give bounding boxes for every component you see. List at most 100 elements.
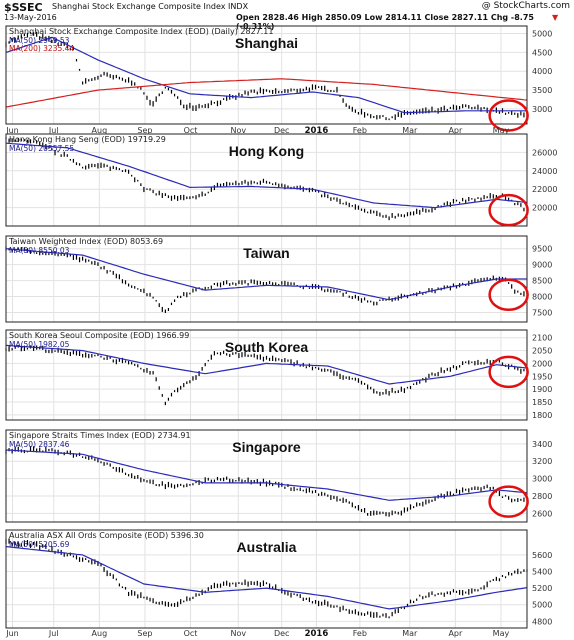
- y-tick-label: 1900: [532, 385, 552, 394]
- symbol-source: Shanghai Stock Exchange Composite Index …: [52, 2, 249, 11]
- ma50-line: [5, 449, 528, 501]
- x-tick-label: May: [493, 126, 510, 135]
- panel-shanghai: Shanghai Stock Exchange Composite Index …: [5, 25, 552, 132]
- ma50-label: MA(50) 8550.03: [9, 246, 70, 255]
- panel-frame: [5, 429, 528, 523]
- x-tick-label: Sep: [137, 629, 152, 638]
- ma50-label: MA(50) 2949.53: [9, 36, 70, 45]
- x-tick-label: Aug: [92, 126, 108, 135]
- x-tick-label: Aug: [92, 629, 108, 638]
- y-tick-label: 3000: [532, 475, 552, 484]
- symbol-label: $SSEC: [4, 1, 43, 14]
- x-tick-label: Jun: [5, 629, 19, 638]
- ma50-label: MA(50) 5205.69: [9, 540, 70, 549]
- highlight-circle: [488, 99, 529, 132]
- panel-frame: [5, 529, 528, 629]
- panel-hong-kong: Hong Kong Hang Seng (EOD) 19719.29MA(50)…: [5, 133, 557, 227]
- y-tick-label: 1950: [532, 372, 552, 381]
- x-tick-label: Jul: [48, 629, 59, 638]
- y-tick-label: 4800: [532, 617, 552, 626]
- x-tick-label: Jun: [5, 126, 19, 135]
- ma50-label: MA(50) 20557.55: [9, 144, 74, 153]
- y-tick-label: 20000: [532, 204, 557, 213]
- y-tick-label: 8500: [532, 277, 552, 286]
- country-label: Hong Kong: [229, 143, 304, 159]
- x-tick-label: Dec: [274, 629, 289, 638]
- y-tick-label: 4000: [532, 67, 552, 76]
- y-tick-label: 9000: [532, 261, 552, 270]
- country-label: Shanghai: [235, 35, 298, 51]
- x-axis: Jun Jul Aug Sep Oct Nov Dec 2016 Feb Mar Apr May Jun…: [5, 126, 509, 639]
- ma50-line: [5, 36, 527, 114]
- ma50-label: MA(50) 1982.05: [9, 340, 70, 349]
- x-tick-label: Apr: [448, 629, 463, 638]
- y-tick-label: 4500: [532, 48, 552, 57]
- highlight-circle: [488, 193, 529, 227]
- y-tick-label: 5200: [532, 584, 552, 593]
- y-tick-label: 2600: [532, 509, 552, 518]
- panel-south-korea: South Korea Seoul Composite (EOD) 1966.9…: [5, 329, 552, 421]
- x-tick-label: Oct: [184, 126, 198, 135]
- y-tick-label: 26000: [532, 148, 557, 157]
- x-tick-label: Oct: [184, 629, 198, 638]
- y-tick-label: 22000: [532, 185, 557, 194]
- y-tick-label: 3400: [532, 440, 552, 449]
- chg-down-icon: ▼: [552, 13, 559, 22]
- x-tick-label: Nov: [230, 629, 246, 638]
- y-tick-label: 5400: [532, 568, 552, 577]
- y-tick-label: 1800: [532, 411, 552, 420]
- y-tick-label: 24000: [532, 167, 557, 176]
- ma200-label: MA(200) 3235.44: [9, 44, 74, 53]
- x-tick-label: Feb: [353, 629, 367, 638]
- y-tick-label: 2000: [532, 359, 552, 368]
- highlight-circle: [488, 485, 529, 518]
- panel-title: Australia ASX All Ords Composite (EOD) 5…: [9, 531, 204, 540]
- y-tick-label: 1850: [532, 398, 552, 407]
- country-label: Singapore: [232, 439, 301, 455]
- x-tick-label: Apr: [448, 126, 463, 135]
- country-label: Australia: [237, 539, 297, 555]
- panel-title: Singapore Straits Times Index (EOD) 2734…: [9, 431, 191, 440]
- x-tick-label: Mar: [402, 126, 418, 135]
- country-label: Taiwan: [243, 245, 289, 261]
- panel-title: South Korea Seoul Composite (EOD) 1966.9…: [9, 331, 189, 340]
- ma50-line: [5, 344, 528, 385]
- y-tick-label: 3500: [532, 86, 552, 95]
- panel-frame: [5, 25, 528, 125]
- y-tick-label: 2800: [532, 492, 552, 501]
- x-tick-label: 2016: [305, 629, 329, 639]
- panel-australia: Australia ASX All Ords Composite (EOD) 5…: [5, 529, 552, 629]
- y-tick-label: 2050: [532, 347, 552, 356]
- y-tick-label: 8000: [532, 293, 552, 302]
- y-tick-label: 9500: [532, 245, 552, 254]
- y-tick-label: 3200: [532, 457, 552, 466]
- country-label: South Korea: [225, 339, 308, 355]
- ma200-line: [5, 78, 528, 108]
- x-tick-label: Dec: [274, 126, 289, 135]
- header-date: 13-May-2016: [4, 13, 57, 22]
- x-tick-label: Feb: [353, 126, 367, 135]
- y-tick-label: 5000: [532, 30, 552, 39]
- ma50-label: MA(50) 2837.46: [9, 440, 70, 449]
- panel-singapore: Singapore Straits Times Index (EOD) 2734…: [5, 429, 552, 523]
- panel-frame: [5, 235, 528, 323]
- panel-title: Taiwan Weighted Index (EOD) 8053.69: [8, 237, 163, 246]
- x-tick-label: Mar: [402, 629, 418, 638]
- panel-title: Shanghai Stock Exchange Composite Index …: [9, 27, 273, 36]
- x-tick-label: Nov: [230, 126, 246, 135]
- y-tick-label: 5000: [532, 601, 552, 610]
- y-tick-label: 3000: [532, 105, 552, 114]
- y-tick-label: 7500: [532, 308, 552, 317]
- highlight-circle: [488, 355, 529, 389]
- y-tick-label: 2100: [532, 334, 552, 343]
- ma50-line: [5, 546, 528, 610]
- x-tick-label: 2016: [305, 126, 329, 136]
- ma50-line: [5, 142, 528, 209]
- panel-title: Hong Kong Hang Seng (EOD) 19719.29: [9, 135, 166, 144]
- x-tick-label: Jul: [48, 126, 59, 135]
- y-tick-label: 5600: [532, 551, 552, 560]
- stockcharts-logo: @ StockCharts.com: [481, 1, 570, 11]
- x-tick-label: Sep: [137, 126, 152, 135]
- x-tick-label: May: [493, 629, 510, 638]
